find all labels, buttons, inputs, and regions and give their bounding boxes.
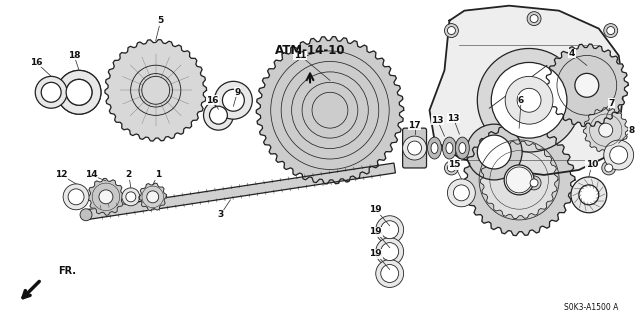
Circle shape	[126, 192, 136, 202]
Circle shape	[68, 189, 84, 205]
Circle shape	[41, 82, 61, 102]
Circle shape	[453, 185, 469, 201]
Ellipse shape	[428, 137, 442, 159]
Ellipse shape	[442, 137, 456, 159]
Polygon shape	[88, 178, 124, 215]
Circle shape	[610, 146, 628, 164]
Circle shape	[57, 70, 101, 114]
Text: 2: 2	[125, 170, 132, 179]
Text: 16: 16	[206, 96, 219, 105]
Circle shape	[403, 136, 426, 160]
Circle shape	[376, 238, 404, 265]
Circle shape	[530, 179, 538, 187]
Text: ATM-14-10: ATM-14-10	[275, 44, 346, 57]
Circle shape	[209, 106, 227, 124]
Ellipse shape	[459, 143, 466, 153]
Text: 12: 12	[55, 170, 67, 179]
Circle shape	[527, 176, 541, 190]
Text: 13: 13	[447, 114, 460, 123]
Polygon shape	[545, 44, 628, 127]
Text: FR.: FR.	[58, 266, 76, 277]
Text: 1: 1	[155, 170, 161, 179]
Text: 7: 7	[609, 99, 615, 108]
Circle shape	[604, 140, 634, 170]
Text: 8: 8	[628, 126, 635, 135]
Circle shape	[147, 191, 159, 203]
Circle shape	[376, 260, 404, 287]
Polygon shape	[256, 37, 404, 184]
Circle shape	[579, 185, 599, 205]
Circle shape	[599, 123, 612, 137]
Text: 17: 17	[408, 121, 421, 130]
Circle shape	[57, 70, 101, 114]
Text: 19: 19	[369, 227, 382, 236]
Circle shape	[99, 190, 113, 204]
Circle shape	[381, 243, 399, 261]
Text: 16: 16	[30, 58, 42, 67]
Text: 11: 11	[294, 51, 307, 60]
Circle shape	[444, 24, 458, 38]
Circle shape	[80, 209, 92, 221]
Polygon shape	[85, 163, 396, 220]
Text: 19: 19	[369, 249, 382, 258]
Text: 4: 4	[569, 49, 575, 58]
Text: 19: 19	[369, 205, 382, 214]
Polygon shape	[583, 108, 628, 152]
Circle shape	[381, 264, 399, 282]
Circle shape	[530, 15, 538, 23]
Circle shape	[122, 188, 140, 206]
Circle shape	[214, 81, 252, 119]
Ellipse shape	[456, 137, 469, 159]
Polygon shape	[105, 40, 207, 141]
Circle shape	[35, 76, 67, 108]
Circle shape	[223, 89, 244, 111]
Ellipse shape	[431, 143, 438, 153]
Circle shape	[575, 73, 599, 97]
Circle shape	[63, 184, 89, 210]
Circle shape	[204, 100, 234, 130]
Circle shape	[376, 216, 404, 244]
Circle shape	[444, 161, 458, 175]
Text: 5: 5	[157, 16, 164, 25]
Circle shape	[571, 177, 607, 213]
Circle shape	[66, 79, 92, 105]
Circle shape	[408, 141, 422, 155]
Polygon shape	[139, 183, 166, 211]
Circle shape	[527, 12, 541, 26]
Text: 13: 13	[431, 116, 444, 125]
Circle shape	[492, 63, 567, 138]
FancyBboxPatch shape	[403, 128, 426, 168]
Text: 6: 6	[518, 96, 524, 105]
Text: 3: 3	[218, 210, 223, 219]
Circle shape	[506, 167, 532, 193]
Circle shape	[504, 165, 534, 195]
Text: 14: 14	[84, 170, 97, 179]
Circle shape	[447, 164, 456, 172]
Circle shape	[447, 179, 476, 207]
Text: S0K3-A1500 A: S0K3-A1500 A	[564, 303, 619, 312]
Text: 10: 10	[586, 160, 598, 169]
Circle shape	[505, 76, 553, 124]
Ellipse shape	[446, 143, 453, 153]
Circle shape	[607, 26, 614, 34]
Circle shape	[477, 48, 581, 152]
Circle shape	[605, 164, 612, 172]
Polygon shape	[480, 141, 558, 219]
Polygon shape	[429, 6, 623, 175]
Text: 9: 9	[234, 88, 241, 97]
Circle shape	[517, 88, 541, 112]
Circle shape	[477, 135, 511, 169]
Polygon shape	[463, 124, 575, 236]
Circle shape	[604, 24, 618, 38]
Circle shape	[467, 124, 522, 180]
Circle shape	[602, 161, 616, 175]
Circle shape	[447, 26, 456, 34]
Text: 18: 18	[68, 51, 81, 60]
Text: 15: 15	[448, 160, 461, 169]
Circle shape	[66, 79, 92, 105]
Circle shape	[381, 221, 399, 239]
